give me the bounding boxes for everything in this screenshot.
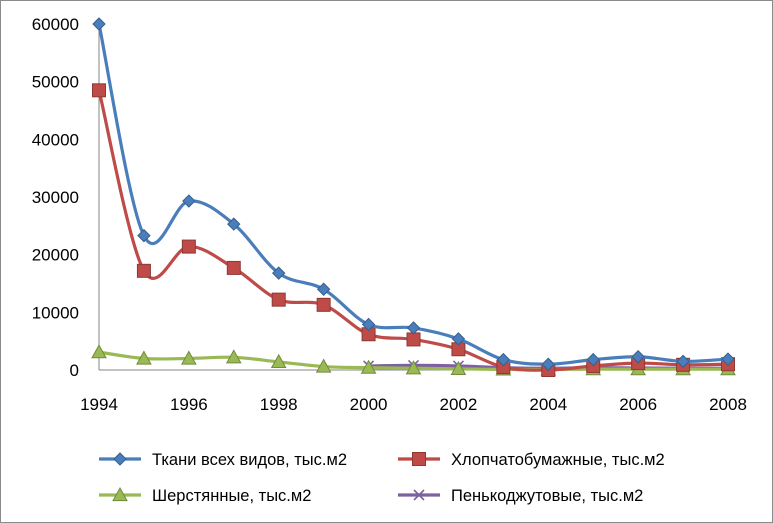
legend-marker [112,486,128,502]
legend-item: Шерстянные, тыс.м2 [99,486,311,505]
legend-item: Пенькоджутовые, тыс.м2 [398,487,643,505]
data-point [405,360,422,375]
data-point [316,282,331,296]
legend-label: Ткани всех видов, тыс.м2 [152,451,347,469]
legend-marker [413,489,425,501]
data-point [181,239,196,254]
y-tick-label: 10000 [32,303,79,322]
data-point [137,228,151,243]
y-tick-label: 50000 [32,73,79,92]
legend: Ткани всех видов, тыс.м2 Хлопчатобумажные… [99,451,665,505]
data-point [721,352,735,366]
series-1 [92,17,735,371]
data-point [315,358,332,373]
data-point [451,332,466,346]
data-point [360,359,377,374]
data-point [271,292,286,307]
data-point [586,352,600,367]
data-point [676,354,690,369]
data-point [406,332,421,347]
data-point [136,263,151,278]
x-marker-stroke [413,489,425,501]
data-point [181,350,197,365]
data-point [136,350,152,365]
data-point [92,83,106,98]
y-tick-label: 20000 [32,246,79,265]
data-point [227,217,241,231]
data-point [272,266,286,280]
y-tick-label: 40000 [32,130,79,149]
x-tick-label: 2004 [529,395,567,414]
legend-marker [412,452,426,466]
data-point [450,360,467,375]
data-point [316,297,331,312]
x-tick-label: 1998 [260,395,298,414]
series-line [97,89,729,372]
data-point [496,352,511,367]
data-point [92,17,106,31]
x-tick-label: 1994 [80,395,118,414]
x-tick-label: 1996 [170,395,208,414]
series-layer [91,17,736,377]
legend-label: Шерстянные, тыс.м2 [152,487,311,505]
data-point [225,349,242,364]
legend-label: Хлопчатобумажные, тыс.м2 [451,451,665,469]
data-point [91,344,107,359]
data-point [182,194,196,208]
y-tick-label: 0 [70,361,79,380]
legend-item: Ткани всех видов, тыс.м2 [99,451,347,469]
data-point [631,350,645,364]
chart-axes [98,21,728,371]
x-axis-tick-labels: 1994 1996 1998 2000 2002 2004 2006 2008 [80,395,747,414]
x-tick-label: 2002 [440,395,478,414]
data-point [226,260,241,275]
data-point [270,353,287,369]
y-axis-tick-labels: 0 10000 20000 30000 40000 50000 60000 [32,15,79,380]
y-tick-label: 30000 [32,188,79,207]
x-tick-label: 2006 [619,395,657,414]
data-point [361,317,376,332]
legend-item: Хлопчатобумажные, тыс.м2 [398,451,665,469]
data-point [541,357,555,371]
series-line [97,23,729,366]
x-tick-label: 2000 [350,395,388,414]
x-tick-label: 2008 [709,395,747,414]
legend-marker [113,452,127,466]
legend-label: Пенькоджутовые, тыс.м2 [451,487,643,505]
data-point [406,321,421,335]
y-tick-label: 60000 [32,15,79,34]
